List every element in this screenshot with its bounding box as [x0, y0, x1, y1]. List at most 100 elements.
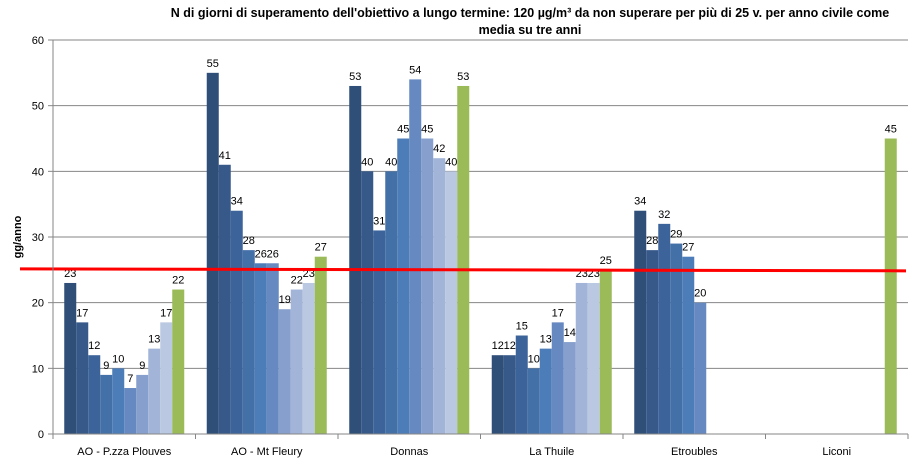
bar	[302, 282, 315, 434]
bar	[349, 85, 362, 434]
data-label: 54	[409, 64, 421, 76]
bar	[527, 368, 540, 434]
bar	[385, 171, 398, 435]
bar	[551, 322, 564, 434]
y-tick-label: 40	[32, 166, 44, 178]
y-tick-label: 20	[32, 298, 44, 310]
data-label: 12	[492, 340, 504, 352]
bar	[884, 138, 897, 434]
bar	[314, 256, 327, 434]
chart-title-line1: N di giorni di superamento dell'obiettiv…	[171, 6, 889, 20]
reference-line	[19, 267, 907, 273]
data-label: 53	[349, 71, 361, 83]
data-label: 42	[433, 143, 445, 155]
y-tick-label: 10	[32, 363, 44, 375]
bar	[563, 342, 576, 434]
chart-title-line2: media su tre anni	[479, 23, 582, 37]
bar	[160, 322, 173, 434]
bar	[539, 348, 552, 434]
x-tick-label: AO - Mt Fleury	[231, 446, 303, 458]
y-tick-label: 50	[32, 101, 44, 113]
bar	[445, 171, 458, 435]
bar	[206, 72, 219, 434]
data-label: 34	[634, 196, 646, 208]
data-label: 12	[88, 340, 100, 352]
bar	[515, 335, 528, 434]
bar	[100, 374, 113, 434]
bar	[148, 348, 161, 434]
bar	[599, 269, 612, 434]
data-label: 23	[64, 268, 76, 280]
bar	[694, 302, 707, 434]
x-tick-label: Etroubles	[671, 446, 718, 458]
bar	[433, 158, 446, 434]
bar	[290, 289, 303, 434]
data-label: 22	[172, 275, 184, 287]
data-label: 29	[670, 229, 682, 241]
data-label: 17	[552, 307, 564, 319]
bar	[670, 243, 683, 434]
bar	[634, 210, 647, 434]
y-tick-label: 60	[32, 35, 44, 47]
data-label: 10	[528, 353, 540, 365]
data-label: 55	[207, 58, 219, 70]
bar	[112, 368, 125, 434]
bar	[230, 210, 243, 434]
bar	[658, 223, 671, 434]
bar	[575, 282, 588, 434]
data-label: 40	[385, 156, 397, 168]
y-tick-label: 30	[32, 232, 44, 244]
data-label: 28	[243, 235, 255, 247]
data-label: 12	[504, 340, 516, 352]
data-label: 17	[76, 307, 88, 319]
data-label: 13	[148, 334, 160, 346]
data-label: 15	[516, 321, 528, 333]
bar	[503, 355, 516, 434]
x-tick-label: AO - P.zza Plouves	[77, 446, 171, 458]
data-label: 32	[658, 209, 670, 221]
data-label: 40	[361, 156, 373, 168]
data-label: 9	[103, 360, 109, 372]
y-tick-label: 0	[38, 429, 44, 441]
bar	[646, 250, 659, 434]
data-label: 31	[373, 215, 385, 227]
bar	[172, 289, 185, 434]
bar	[491, 355, 504, 434]
data-label: 7	[127, 373, 133, 385]
data-label: 53	[457, 71, 469, 83]
bar	[278, 309, 291, 434]
bar	[457, 85, 470, 434]
bar	[682, 256, 695, 434]
bar	[136, 374, 149, 434]
bar	[124, 388, 137, 434]
data-label: 13	[540, 334, 552, 346]
x-tick-label: Liconi	[822, 446, 851, 458]
bar	[88, 355, 101, 434]
bar	[361, 171, 374, 435]
data-label: 34	[231, 196, 243, 208]
bar	[373, 230, 386, 434]
bar	[64, 282, 77, 434]
data-label: 27	[682, 242, 694, 254]
bar	[218, 164, 231, 434]
data-label: 14	[564, 327, 576, 339]
y-axis-label: gg/anno	[12, 215, 24, 258]
data-label: 17	[160, 307, 172, 319]
bar	[421, 138, 434, 434]
data-label: 45	[421, 124, 433, 136]
data-label: 45	[885, 124, 897, 136]
bar	[254, 263, 267, 434]
bar	[242, 250, 255, 434]
data-label: 10	[112, 353, 124, 365]
data-label: 45	[397, 124, 409, 136]
bar	[266, 263, 279, 434]
bar	[587, 282, 600, 434]
data-label: 25	[600, 255, 612, 267]
data-label: 9	[139, 360, 145, 372]
data-label: 26	[267, 248, 279, 260]
data-label: 40	[445, 156, 457, 168]
data-label: 41	[219, 150, 231, 162]
bar	[397, 138, 410, 434]
data-label: 20	[694, 288, 706, 300]
